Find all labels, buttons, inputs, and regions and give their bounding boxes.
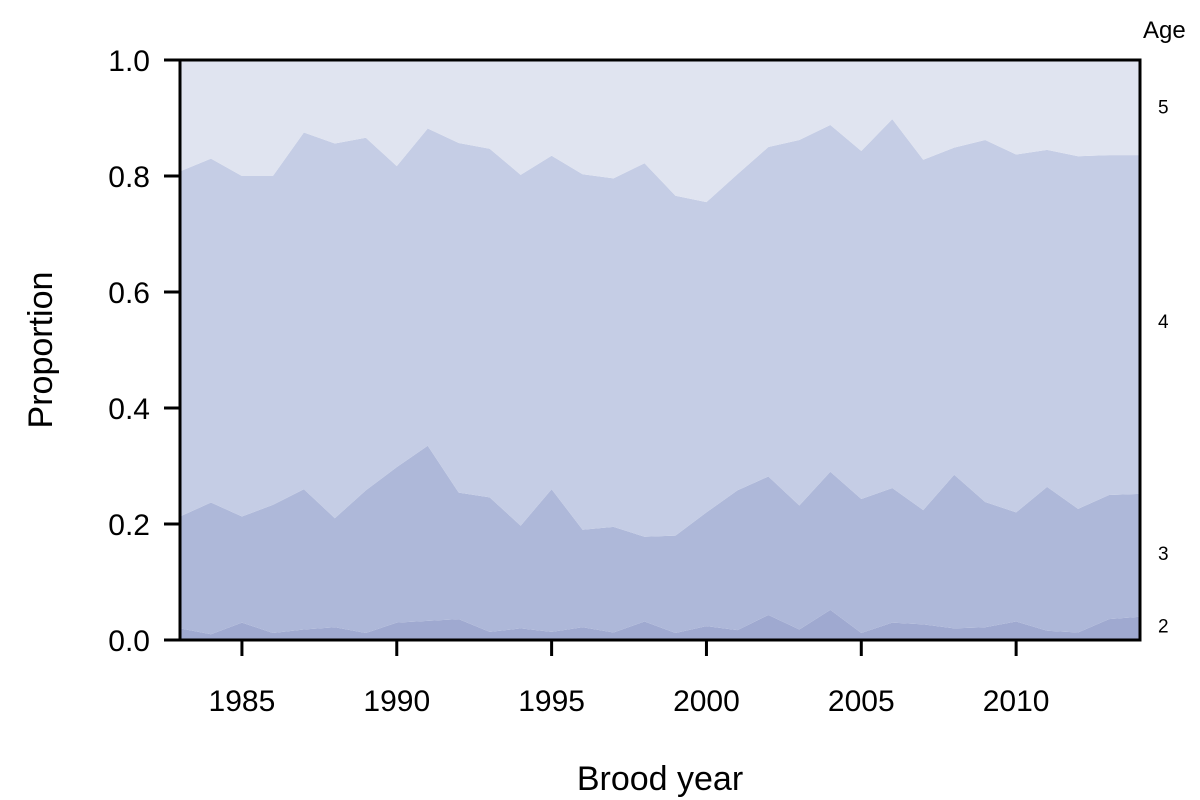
legend-age-4: 4 xyxy=(1158,312,1169,333)
y-tick-label: 0.6 xyxy=(108,277,150,310)
x-tick-label: 1990 xyxy=(363,685,430,718)
legend-age-3: 3 xyxy=(1158,544,1169,565)
x-tick-label: 1985 xyxy=(209,685,276,718)
y-tick-label: 0.2 xyxy=(108,509,150,542)
y-axis-title: Proportion xyxy=(22,272,60,429)
legend-title: Age xyxy=(1143,17,1186,44)
area-age-3 xyxy=(180,445,1140,635)
x-tick-label: 2005 xyxy=(828,685,895,718)
legend: 2 3 4 5 xyxy=(1158,97,1169,637)
area-age-4 xyxy=(180,119,1140,537)
y-tick-label: 0.4 xyxy=(108,393,150,426)
x-tick-label: 1995 xyxy=(518,685,585,718)
x-axis: 1985 1990 1995 2000 2005 2010 xyxy=(209,640,1050,718)
area-age-5 xyxy=(180,60,1140,203)
y-axis: 0.0 0.2 0.4 0.6 0.8 1.0 xyxy=(108,45,180,658)
y-tick-label: 1.0 xyxy=(108,45,150,78)
area-age-2 xyxy=(180,609,1140,640)
y-tick-label: 0.8 xyxy=(108,161,150,194)
legend-age-5: 5 xyxy=(1158,97,1169,118)
legend-age-2: 2 xyxy=(1158,617,1169,638)
x-tick-label: 2010 xyxy=(983,685,1050,718)
x-axis-title: Brood year xyxy=(577,760,743,798)
y-tick-label: 0.0 xyxy=(108,625,150,658)
x-tick-label: 2000 xyxy=(673,685,740,718)
plot-frame xyxy=(178,58,1142,642)
area-layers xyxy=(180,60,1140,640)
